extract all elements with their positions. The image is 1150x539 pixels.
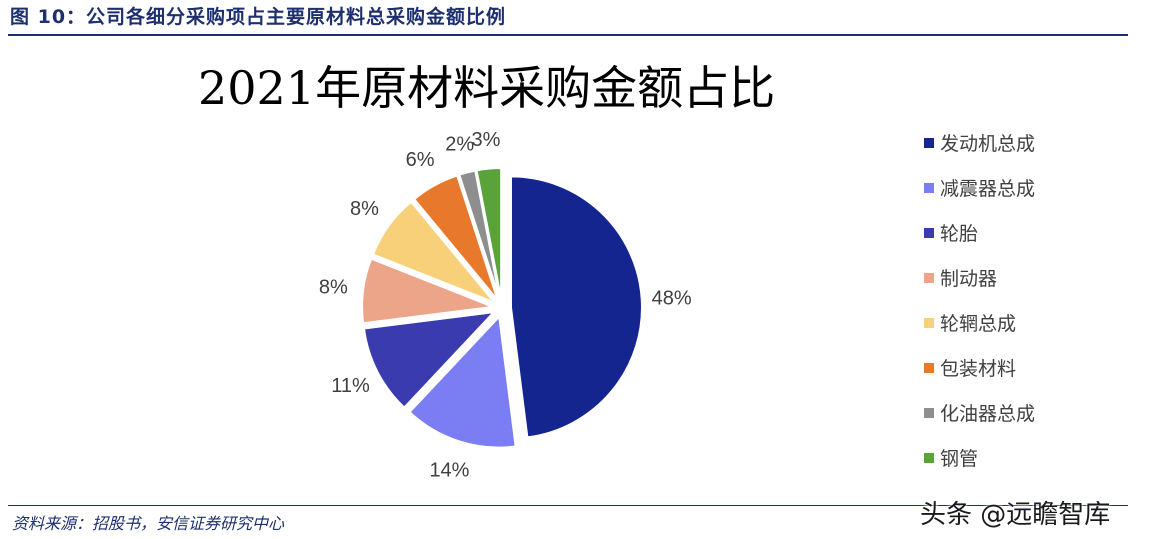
source-note: 资料来源：招股书，安信证券研究中心: [12, 514, 285, 533]
slice-value-label: 8%: [319, 277, 348, 299]
legend-swatch: [924, 272, 934, 283]
legend-label: 包装材料: [940, 358, 1017, 380]
pie-slice: [509, 175, 643, 439]
legend-label: 发动机总成: [940, 133, 1036, 155]
pie-slice: [412, 174, 499, 301]
legend-item: 发动机总成: [924, 120, 1035, 165]
bottom-divider: [8, 505, 1128, 506]
pie-slice: [362, 310, 497, 409]
pie-slice: [408, 314, 517, 449]
legend-label: 轮胎: [940, 223, 979, 245]
slice-value-label: 3%: [472, 129, 501, 151]
figure-caption: 图 10：公司各细分采购项占主要原材料总采购金额比例: [10, 6, 507, 28]
legend-item: 包装材料: [924, 345, 1035, 390]
top-divider: [8, 34, 1128, 36]
pie-slice: [371, 200, 496, 304]
legend-swatch: [924, 182, 934, 193]
legend-item: 轮辋总成: [924, 300, 1035, 345]
watermark: 头条 @远瞻智库: [920, 500, 1111, 530]
legend-item: 化油器总成: [924, 390, 1035, 435]
legend-swatch: [924, 227, 934, 238]
legend-item: 减震器总成: [924, 165, 1035, 210]
slice-value-label: 6%: [406, 149, 435, 171]
legend-item: 制动器: [924, 255, 1035, 300]
chart-title: 2021年原材料采购金额占比: [198, 61, 776, 115]
legend-swatch: [924, 407, 934, 418]
pie-slice: [361, 257, 494, 325]
legend-label: 制动器: [940, 268, 998, 290]
slice-value-label: 11%: [331, 375, 370, 397]
legend-label: 钢管: [940, 448, 979, 470]
slice-value-label: 2%: [445, 133, 474, 155]
legend-item: 轮胎: [924, 210, 1035, 255]
legend-swatch: [924, 317, 934, 328]
legend-swatch: [924, 362, 934, 373]
legend-label: 轮辋总成: [940, 313, 1017, 335]
legend-swatch: [924, 452, 934, 463]
slice-value-label: 8%: [350, 198, 379, 220]
chart-legend: 发动机总成减震器总成轮胎制动器轮辋总成包装材料化油器总成钢管: [924, 120, 1035, 480]
legend-label: 化油器总成: [940, 403, 1036, 425]
legend-item: 钢管: [924, 435, 1035, 480]
legend-label: 减震器总成: [940, 178, 1036, 200]
pie-slice: [475, 167, 503, 300]
slice-value-label: 14%: [429, 460, 469, 482]
legend-swatch: [924, 137, 934, 148]
pie-slice: [458, 169, 501, 300]
slice-value-label: 48%: [652, 287, 692, 309]
